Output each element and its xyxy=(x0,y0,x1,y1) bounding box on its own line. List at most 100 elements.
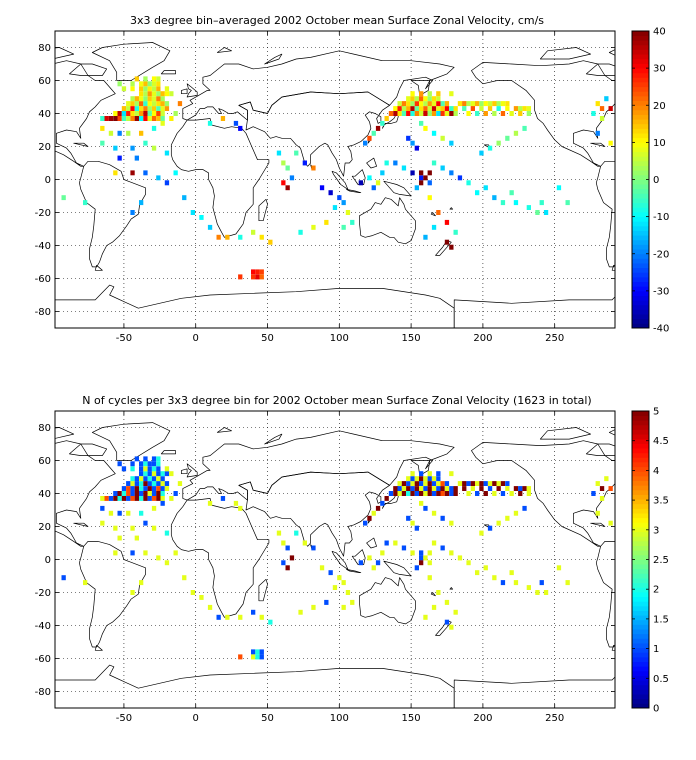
data-bin xyxy=(164,91,170,97)
coastline xyxy=(170,118,270,238)
data-bin xyxy=(139,96,144,102)
data-bin xyxy=(440,111,445,116)
data-bin xyxy=(556,565,562,571)
colorbar-segment xyxy=(632,698,649,704)
coastline xyxy=(73,522,89,527)
data-bin xyxy=(151,86,157,92)
data-bin xyxy=(380,550,385,556)
data-bin xyxy=(126,491,131,496)
data-bin xyxy=(190,210,195,215)
colorbar-segment xyxy=(632,420,649,426)
data-bin xyxy=(259,654,264,660)
data-bin xyxy=(238,654,243,660)
data-bin xyxy=(410,476,415,482)
data-bin xyxy=(156,456,161,462)
data-bin xyxy=(410,170,415,176)
data-bin xyxy=(505,101,510,107)
data-bin xyxy=(156,486,161,491)
data-bin xyxy=(431,510,437,516)
data-bin xyxy=(449,91,454,97)
data-bin xyxy=(595,481,600,486)
colorbar-segment xyxy=(632,582,649,588)
data-bin xyxy=(427,91,432,97)
data-bin xyxy=(134,155,139,161)
colorbar-segment xyxy=(632,643,649,649)
data-bin xyxy=(410,140,415,146)
colorbar-segment xyxy=(632,309,649,315)
colorbar-segment xyxy=(632,531,649,537)
data-bin xyxy=(156,466,161,472)
colorbar-segment xyxy=(632,675,649,681)
data-bin xyxy=(419,476,424,482)
data-bin xyxy=(108,496,114,501)
data-bin xyxy=(505,106,510,111)
coastline xyxy=(449,207,454,210)
data-bin xyxy=(143,481,148,486)
colorbar-segment xyxy=(632,633,649,639)
data-bin xyxy=(440,165,445,171)
colorbar-segment xyxy=(632,198,649,204)
data-bin xyxy=(311,224,316,230)
colorbar-segment xyxy=(632,624,649,630)
data-bin xyxy=(151,145,157,151)
y-tick-label: 60 xyxy=(38,456,51,467)
data-bin xyxy=(431,224,437,230)
data-bin xyxy=(169,496,174,501)
data-bin xyxy=(341,580,346,586)
coastline xyxy=(91,422,171,461)
colorbar-segment xyxy=(632,133,649,139)
y-tick-label: 40 xyxy=(38,489,51,500)
data-bin xyxy=(311,604,316,610)
data-bin xyxy=(487,106,493,111)
data-bin xyxy=(406,476,411,482)
y-tick-label: 20 xyxy=(38,522,51,533)
data-bin xyxy=(406,135,411,141)
colorbar-segment xyxy=(632,318,649,324)
colorbar-tick-label: 5 xyxy=(653,407,659,418)
data-bin xyxy=(130,486,135,491)
data-bin xyxy=(134,96,139,102)
data-bin xyxy=(419,101,424,107)
cycles-map-panel: N of cycles per 3x3 degree bin for 2002 … xyxy=(35,394,669,724)
data-bin xyxy=(509,111,514,116)
data-bin xyxy=(151,101,157,107)
data-bin xyxy=(160,500,165,506)
colorbar-segment xyxy=(632,281,649,287)
data-bin xyxy=(483,185,488,191)
data-bin xyxy=(526,106,531,111)
colorbar-segment xyxy=(632,545,649,551)
data-bin xyxy=(367,135,372,141)
data-bin xyxy=(259,614,264,620)
x-tick-label: 100 xyxy=(330,333,349,344)
data-bin xyxy=(113,111,118,116)
data-bin xyxy=(444,491,450,496)
x-tick-label: 150 xyxy=(402,713,421,724)
data-bin xyxy=(108,116,114,121)
y-tick-label: 0 xyxy=(45,555,51,566)
data-bin xyxy=(130,466,135,472)
data-bin xyxy=(496,481,501,486)
data-bin xyxy=(462,486,467,491)
data-bin xyxy=(487,101,493,107)
data-bin xyxy=(268,239,273,245)
data-bin xyxy=(151,456,157,462)
coastline xyxy=(69,443,108,456)
data-bin xyxy=(139,471,144,477)
data-bin xyxy=(419,550,424,556)
data-bin xyxy=(453,486,458,491)
data-bin xyxy=(414,491,419,496)
data-bin xyxy=(147,86,152,92)
colorbar-segment xyxy=(632,40,649,46)
data-bin xyxy=(380,170,385,176)
data-bin xyxy=(156,116,161,121)
data-bin xyxy=(513,580,519,586)
x-tick-label: 150 xyxy=(402,333,421,344)
data-bin xyxy=(130,101,135,107)
colorbar-segment xyxy=(632,554,649,560)
data-bin xyxy=(100,520,105,526)
coastline xyxy=(611,644,615,651)
data-bin xyxy=(475,101,480,107)
coastline xyxy=(430,212,436,217)
data-bin xyxy=(139,486,144,491)
y-tick-label: 0 xyxy=(45,175,51,186)
